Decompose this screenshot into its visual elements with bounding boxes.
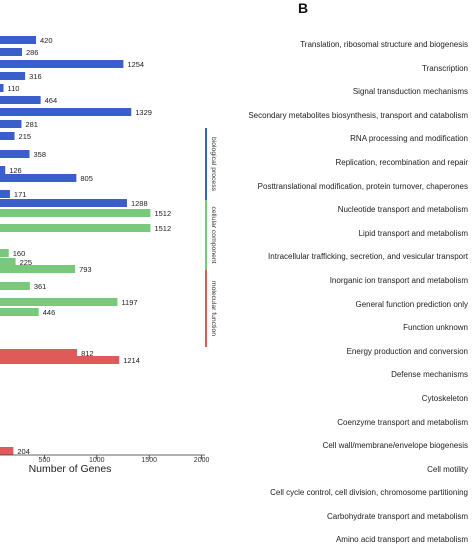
bar [0, 298, 118, 306]
cog-category-item: Energy production and conversion [346, 346, 468, 356]
bar [0, 249, 9, 257]
x-tick-label: 500 [39, 457, 51, 464]
bar-value-label: 1512 [154, 224, 171, 233]
bar [0, 108, 132, 116]
cog-category-item: Function unknown [403, 323, 468, 333]
cog-category-item: Cytoskeleton [421, 393, 468, 403]
bar [0, 224, 151, 232]
bar-value-label: 1197 [121, 298, 137, 307]
cog-category-item: Lipid transport and metabolism [358, 228, 468, 238]
bar-value-label: 1512 [154, 209, 171, 218]
x-tick-label: 2000 [194, 457, 210, 464]
bar-value-label: 358 [34, 150, 47, 159]
bar [0, 447, 14, 455]
bar-value-label: 1214 [123, 356, 140, 365]
panel-b-label: B [298, 0, 309, 16]
cog-category-item: Coenzyme transport and metabolism [337, 417, 468, 427]
bar [0, 199, 127, 207]
bar [0, 48, 22, 56]
cog-category-item: Cell cycle control, cell division, chrom… [270, 488, 468, 498]
bar-value-label: 225 [20, 258, 33, 267]
cog-category-item: Secondary metabolites biosynthesis, tran… [248, 110, 468, 120]
x-axis: 500 1000 1500 2000 Number of Genes [0, 454, 210, 474]
bar [0, 356, 120, 364]
bar [0, 96, 41, 104]
bar [0, 265, 76, 273]
bar [0, 190, 10, 198]
bar-value-label: 361 [34, 282, 47, 291]
bar [0, 120, 22, 128]
bar [0, 36, 37, 44]
bar [0, 150, 30, 158]
cog-category-item: Translation, ribosomal structure and bio… [300, 40, 468, 49]
cog-category-item: Posttranslational modification, protein … [257, 181, 468, 191]
legend: biological process cellular component mole… [205, 128, 217, 347]
bar [0, 258, 16, 266]
bar-value-label: 1254 [127, 60, 144, 69]
bar-value-label: 316 [29, 72, 42, 81]
cog-category-list: Translation, ribosomal structure and bio… [236, 33, 468, 552]
bar [0, 84, 4, 92]
bar [0, 132, 15, 140]
bar [0, 60, 124, 68]
cog-category-item: Inorganic ion transport and metabolism [329, 275, 468, 285]
bar-value-label: 446 [43, 308, 56, 317]
cog-category-item: Signal transduction mechanisms [352, 87, 468, 97]
bar-value-label: 204 [17, 447, 30, 456]
bar [0, 209, 151, 217]
cog-category-item: General function prediction only [355, 299, 468, 309]
cog-category-item: Intracellular trafficking, secretion, an… [268, 252, 468, 262]
x-tick-label: 1500 [141, 457, 157, 464]
bar [0, 166, 6, 174]
cog-category-item: Cell motility [427, 464, 468, 474]
bar [0, 282, 30, 290]
bar-value-label: 126 [9, 166, 22, 175]
bar-value-label: 420 [40, 36, 53, 45]
bar [0, 174, 77, 182]
x-tick-label: 1000 [89, 457, 105, 464]
bar-value-label: 286 [26, 48, 39, 57]
cog-category-item: Defense mechanisms [391, 370, 468, 380]
cog-category-item: RNA processing and modification [350, 134, 468, 144]
legend-label: cellular component [210, 206, 217, 263]
bar-value-label: 160 [13, 249, 26, 258]
x-axis-label: Number of Genes [29, 463, 112, 474]
bar-value-label: 1329 [135, 108, 152, 117]
bar-value-label: 793 [79, 265, 92, 274]
cog-category-item: Cell wall/membrane/envelope biogenesis [322, 441, 468, 451]
bar [0, 349, 78, 357]
bar-value-label: 215 [19, 132, 32, 141]
bar-value-label: 171 [14, 190, 27, 199]
cog-category-item: Transcription [422, 63, 468, 73]
bar [0, 72, 26, 80]
bar [0, 308, 39, 316]
legend-label: molecular function [210, 281, 217, 336]
cog-category-item: Nucleotide transport and metabolism [337, 205, 468, 215]
bar-value-label: 464 [45, 96, 58, 105]
cog-category-item: Amino acid transport and metabolism [335, 535, 468, 545]
bar-value-label: 805 [80, 174, 93, 183]
cog-category-item: Carbohydrate transport and metabolism [327, 511, 468, 521]
cog-category-item: Replication, recombination and repair [335, 157, 468, 167]
bar-value-label: 281 [25, 120, 38, 129]
legend-label: biological process [210, 137, 217, 192]
bar-value-label: 110 [8, 84, 20, 93]
bar-value-label: 812 [81, 349, 94, 358]
bar-value-label: 1288 [131, 199, 148, 208]
